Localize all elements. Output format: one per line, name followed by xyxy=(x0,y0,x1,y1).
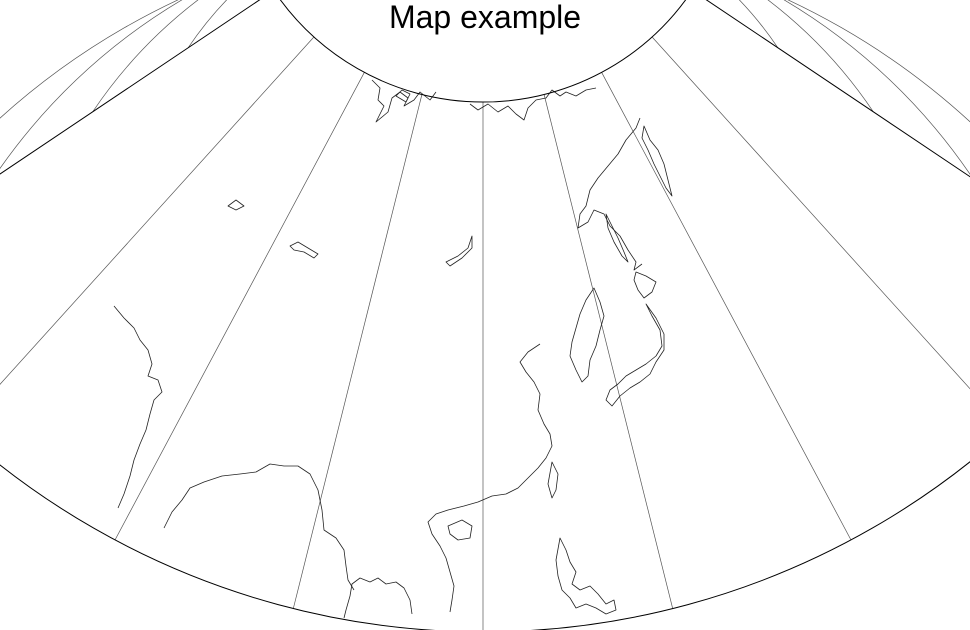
coastline-china-east xyxy=(427,343,553,613)
coastline-arabia xyxy=(113,305,163,509)
coastline-korea xyxy=(569,287,605,383)
coastlines xyxy=(113,79,673,619)
meridian-line xyxy=(651,36,970,390)
coastline-arctic-central xyxy=(469,87,597,121)
coastline-okhotsk xyxy=(577,117,643,271)
coastline-hokkaido xyxy=(633,271,657,299)
meridian-line xyxy=(601,72,852,541)
parallel-line xyxy=(0,0,970,123)
coastline-hainan xyxy=(447,519,473,541)
coastline-arctic-island xyxy=(395,89,411,103)
coastline-indochina xyxy=(343,577,413,619)
parallel-line xyxy=(92,0,874,112)
coastline-india xyxy=(163,463,355,591)
parallel-line xyxy=(0,0,970,175)
coastline-sakhalin xyxy=(605,213,629,263)
meridian-line xyxy=(0,36,315,385)
coastline-philippines xyxy=(555,537,617,615)
lake-balkhash xyxy=(289,241,319,259)
parallel-line xyxy=(187,0,779,48)
coastline-honshu xyxy=(605,303,665,407)
coastline-arctic-west xyxy=(371,79,437,123)
meridian-line xyxy=(543,94,674,609)
meridian-line xyxy=(292,94,423,609)
coastline-taiwan xyxy=(547,461,559,499)
lake-baikal xyxy=(445,235,473,267)
coastline-arctic-peninsula xyxy=(227,199,245,211)
coastline-kamchatka xyxy=(641,125,673,197)
meridian-line xyxy=(114,72,365,541)
map-title: Map example xyxy=(388,0,582,35)
